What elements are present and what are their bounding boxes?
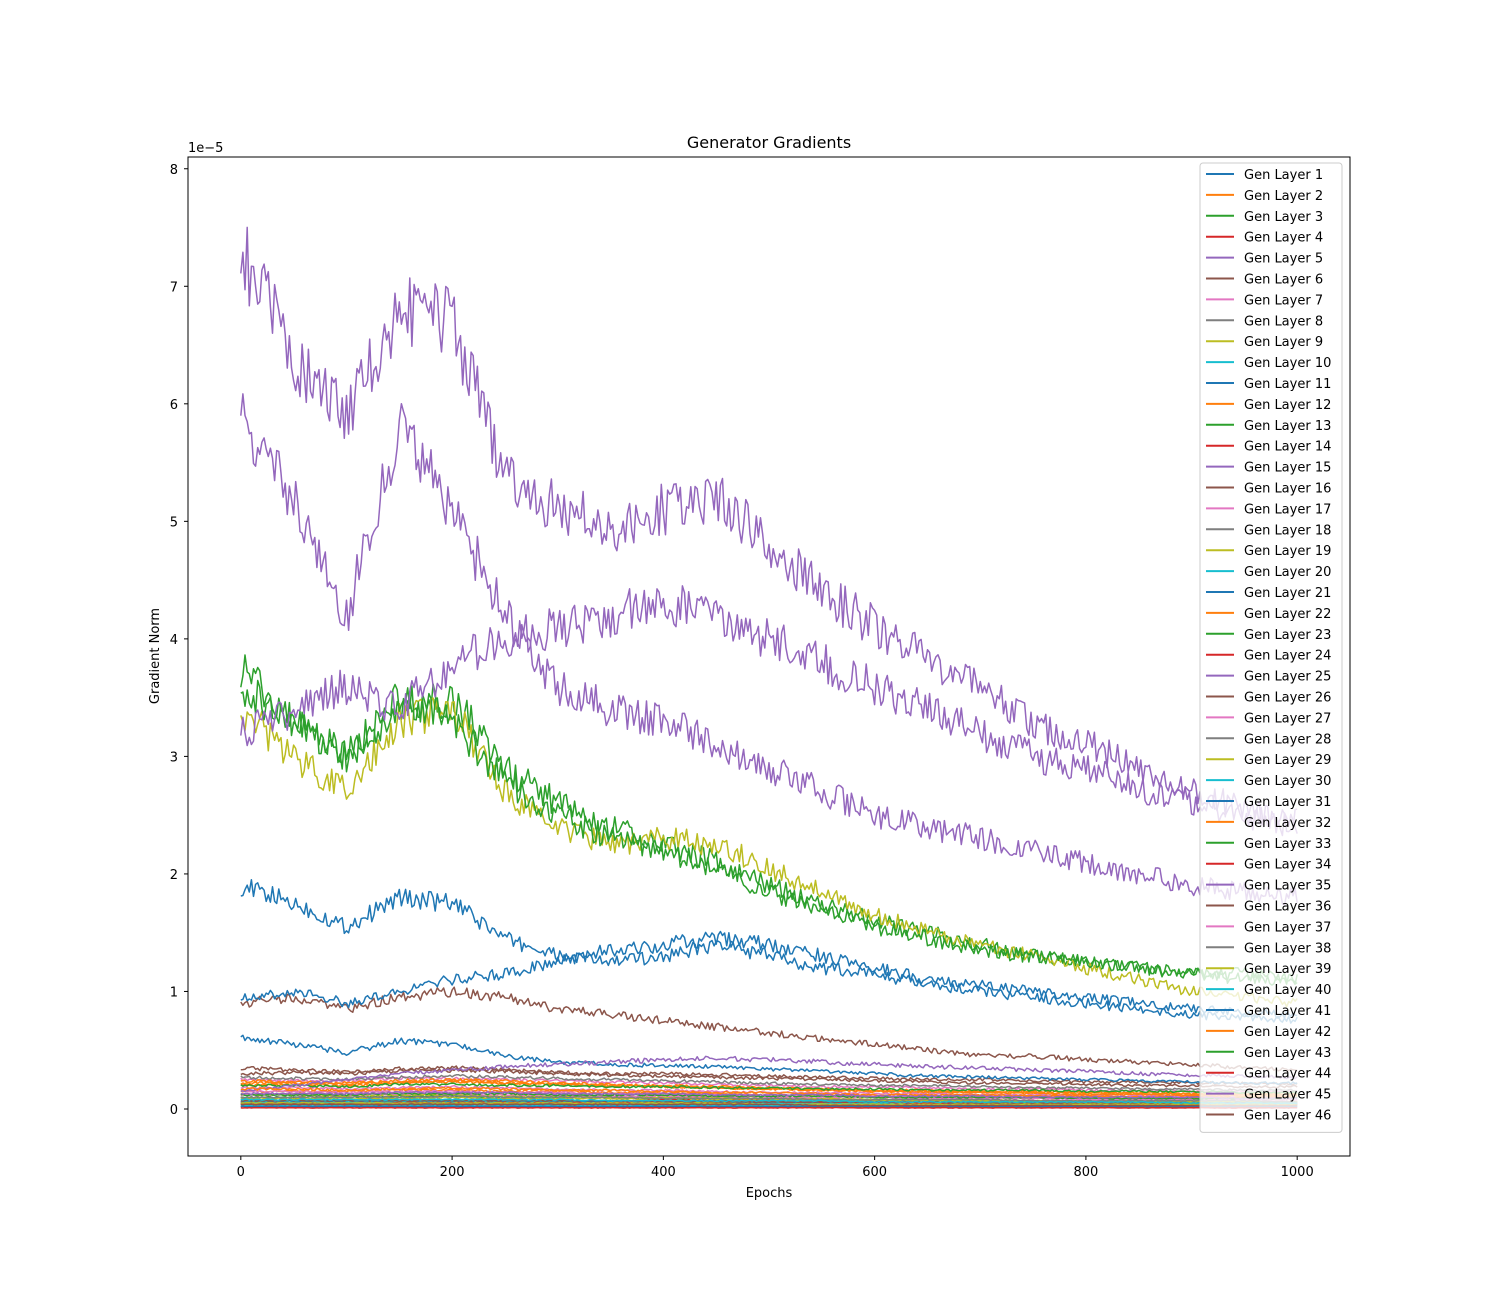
series-line-44 (240, 1106, 1298, 1109)
series-line-35 (240, 1055, 1298, 1093)
series-line-28 (240, 1073, 1298, 1092)
legend-label: Gen Layer 18 (1244, 523, 1331, 538)
series-line-32 (240, 1077, 1298, 1096)
series-line-15 (240, 393, 1298, 906)
legend-label: Gen Layer 9 (1244, 335, 1323, 350)
x-tick-label: 200 (440, 1165, 465, 1180)
series-line-33 (240, 1082, 1298, 1095)
x-axis-label: Epochs (746, 1186, 793, 1201)
legend-label: Gen Layer 24 (1244, 649, 1331, 664)
legend-label: Gen Layer 1 (1244, 168, 1323, 183)
legend-label: Gen Layer 5 (1244, 252, 1323, 267)
legend-label: Gen Layer 10 (1244, 356, 1331, 371)
legend-label: Gen Layer 8 (1244, 314, 1323, 329)
legend-label: Gen Layer 34 (1244, 858, 1331, 873)
legend-box (1199, 162, 1343, 1133)
legend-label: Gen Layer 27 (1244, 711, 1331, 726)
series-line-23 (240, 679, 1298, 986)
legend-label: Gen Layer 40 (1244, 983, 1331, 998)
legend-label: Gen Layer 36 (1244, 900, 1331, 915)
legend-label: Gen Layer 3 (1244, 210, 1323, 225)
y-tick-label: 4 (170, 633, 178, 648)
legend-label: Gen Layer 16 (1244, 482, 1331, 497)
legend-label: Gen Layer 22 (1244, 607, 1331, 622)
y-axis: 0 1 2 3 4 5 6 7 8 (170, 163, 188, 1118)
legend-label: Gen Layer 21 (1244, 586, 1331, 601)
y-tick-label: 8 (170, 163, 178, 178)
legend-label: Gen Layer 6 (1244, 273, 1323, 288)
legend-label: Gen Layer 7 (1244, 293, 1323, 308)
series-layer (240, 226, 1298, 1109)
series-line-25 (240, 585, 1298, 837)
y-tick-label: 1 (170, 985, 178, 1000)
legend-label: Gen Layer 4 (1244, 231, 1323, 246)
y-axis-label: Gradient Norm (148, 608, 163, 704)
legend-label: Gen Layer 20 (1244, 565, 1331, 580)
legend-label: Gen Layer 26 (1244, 691, 1331, 706)
legend-label: Gen Layer 14 (1244, 440, 1331, 455)
legend-label: Gen Layer 25 (1244, 670, 1331, 685)
legend-label: Gen Layer 15 (1244, 461, 1331, 476)
legend-label: Gen Layer 37 (1244, 920, 1331, 935)
legend-label: Gen Layer 30 (1244, 774, 1331, 789)
legend-label: Gen Layer 29 (1244, 753, 1331, 768)
series-line-11 (240, 1034, 1298, 1086)
legend-label: Gen Layer 44 (1244, 1067, 1331, 1082)
y-tick-label: 7 (170, 280, 178, 295)
y-tick-label: 6 (170, 398, 178, 413)
series-line-40 (240, 1098, 1298, 1105)
legend-label: Gen Layer 35 (1244, 879, 1331, 894)
series-line-6 (240, 1065, 1298, 1086)
legend-label: Gen Layer 11 (1244, 377, 1331, 392)
series-line-36 (240, 1099, 1298, 1105)
y-offset-label: 1e−5 (188, 141, 223, 156)
x-axis: 0 200 400 600 800 1000 (237, 1156, 1314, 1180)
legend-label: Gen Layer 31 (1244, 795, 1331, 810)
y-tick-label: 0 (170, 1103, 178, 1118)
y-tick-label: 3 (170, 750, 178, 765)
legend-label: Gen Layer 17 (1244, 502, 1331, 517)
series-line-1 (240, 878, 1298, 1024)
series-line-21 (240, 930, 1298, 1020)
legend-label: Gen Layer 43 (1244, 1046, 1331, 1061)
chart-title: Generator Gradients (687, 133, 851, 152)
series-line-9 (240, 697, 1298, 1008)
y-tick-label: 5 (170, 515, 178, 530)
series-line-43 (240, 1092, 1298, 1100)
legend-label: Gen Layer 32 (1244, 816, 1331, 831)
legend-label: Gen Layer 33 (1244, 837, 1331, 852)
legend-label: Gen Layer 2 (1244, 189, 1323, 204)
x-tick-label: 1000 (1281, 1165, 1314, 1180)
series-line-45 (240, 1090, 1298, 1100)
legend-label: Gen Layer 38 (1244, 941, 1331, 956)
legend-label: Gen Layer 46 (1244, 1109, 1331, 1124)
legend-label: Gen Layer 19 (1244, 544, 1331, 559)
series-line-41 (240, 1105, 1298, 1108)
legend-label: Gen Layer 39 (1244, 962, 1331, 977)
legend: Gen Layer 1 Gen Layer 2 Gen Layer 3 Gen Lay… (1199, 162, 1343, 1133)
series-line-16 (240, 986, 1298, 1072)
legend-label: Gen Layer 42 (1244, 1025, 1331, 1040)
legend-label: Gen Layer 23 (1244, 628, 1331, 643)
series-line-46 (240, 1103, 1298, 1107)
legend-label: Gen Layer 41 (1244, 1004, 1331, 1019)
x-tick-label: 0 (237, 1165, 245, 1180)
x-tick-label: 600 (862, 1165, 887, 1180)
y-tick-label: 2 (170, 868, 178, 883)
x-tick-label: 400 (651, 1165, 676, 1180)
series-line-5 (240, 226, 1298, 833)
plot-frame (187, 156, 1351, 1157)
legend-label: Gen Layer 45 (1244, 1088, 1331, 1103)
legend-label: Gen Layer 12 (1244, 398, 1331, 413)
legend-label: Gen Layer 13 (1244, 419, 1331, 434)
legend-label: Gen Layer 28 (1244, 732, 1331, 747)
x-tick-label: 800 (1073, 1165, 1098, 1180)
